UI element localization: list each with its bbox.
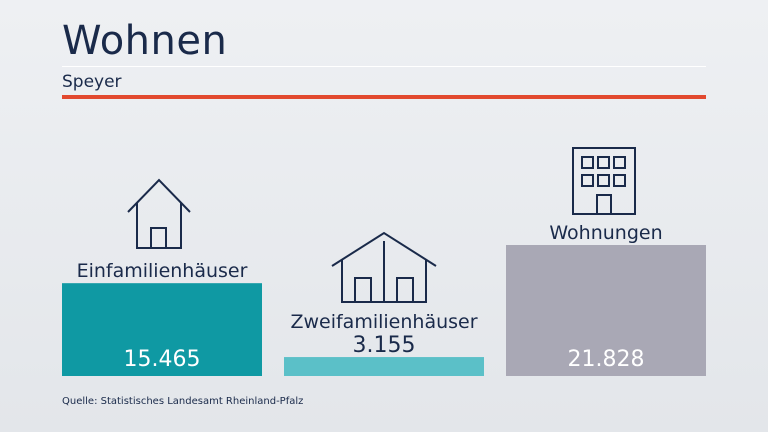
category-label-1: Einfamilienhäuser: [77, 260, 248, 282]
source-note: Quelle: Statistisches Landesamt Rheinlan…: [62, 396, 304, 407]
value-label-3: 21.828: [568, 347, 645, 372]
bar-2: [284, 357, 484, 376]
accent-divider: [62, 95, 706, 99]
page-title: Wohnen: [62, 18, 228, 64]
double-house-icon: [331, 231, 437, 303]
value-label-1: 15.465: [124, 347, 201, 372]
title-divider: [62, 66, 706, 67]
page-subtitle: Speyer: [62, 72, 122, 92]
bar-3: [506, 245, 706, 376]
chart-marks: 15.465 Einfamilienhäuser 3.155Zweifamilien…: [62, 222, 706, 376]
bar-1: [62, 283, 262, 376]
value-label-2: 3.155: [353, 333, 416, 358]
house-icon: [127, 178, 191, 249]
apartment-building-icon: [572, 147, 636, 215]
category-label-2: Zweifamilienhäuser: [290, 311, 477, 333]
category-label-3: Wohnungen: [549, 222, 662, 244]
chart-icons: [127, 147, 636, 303]
